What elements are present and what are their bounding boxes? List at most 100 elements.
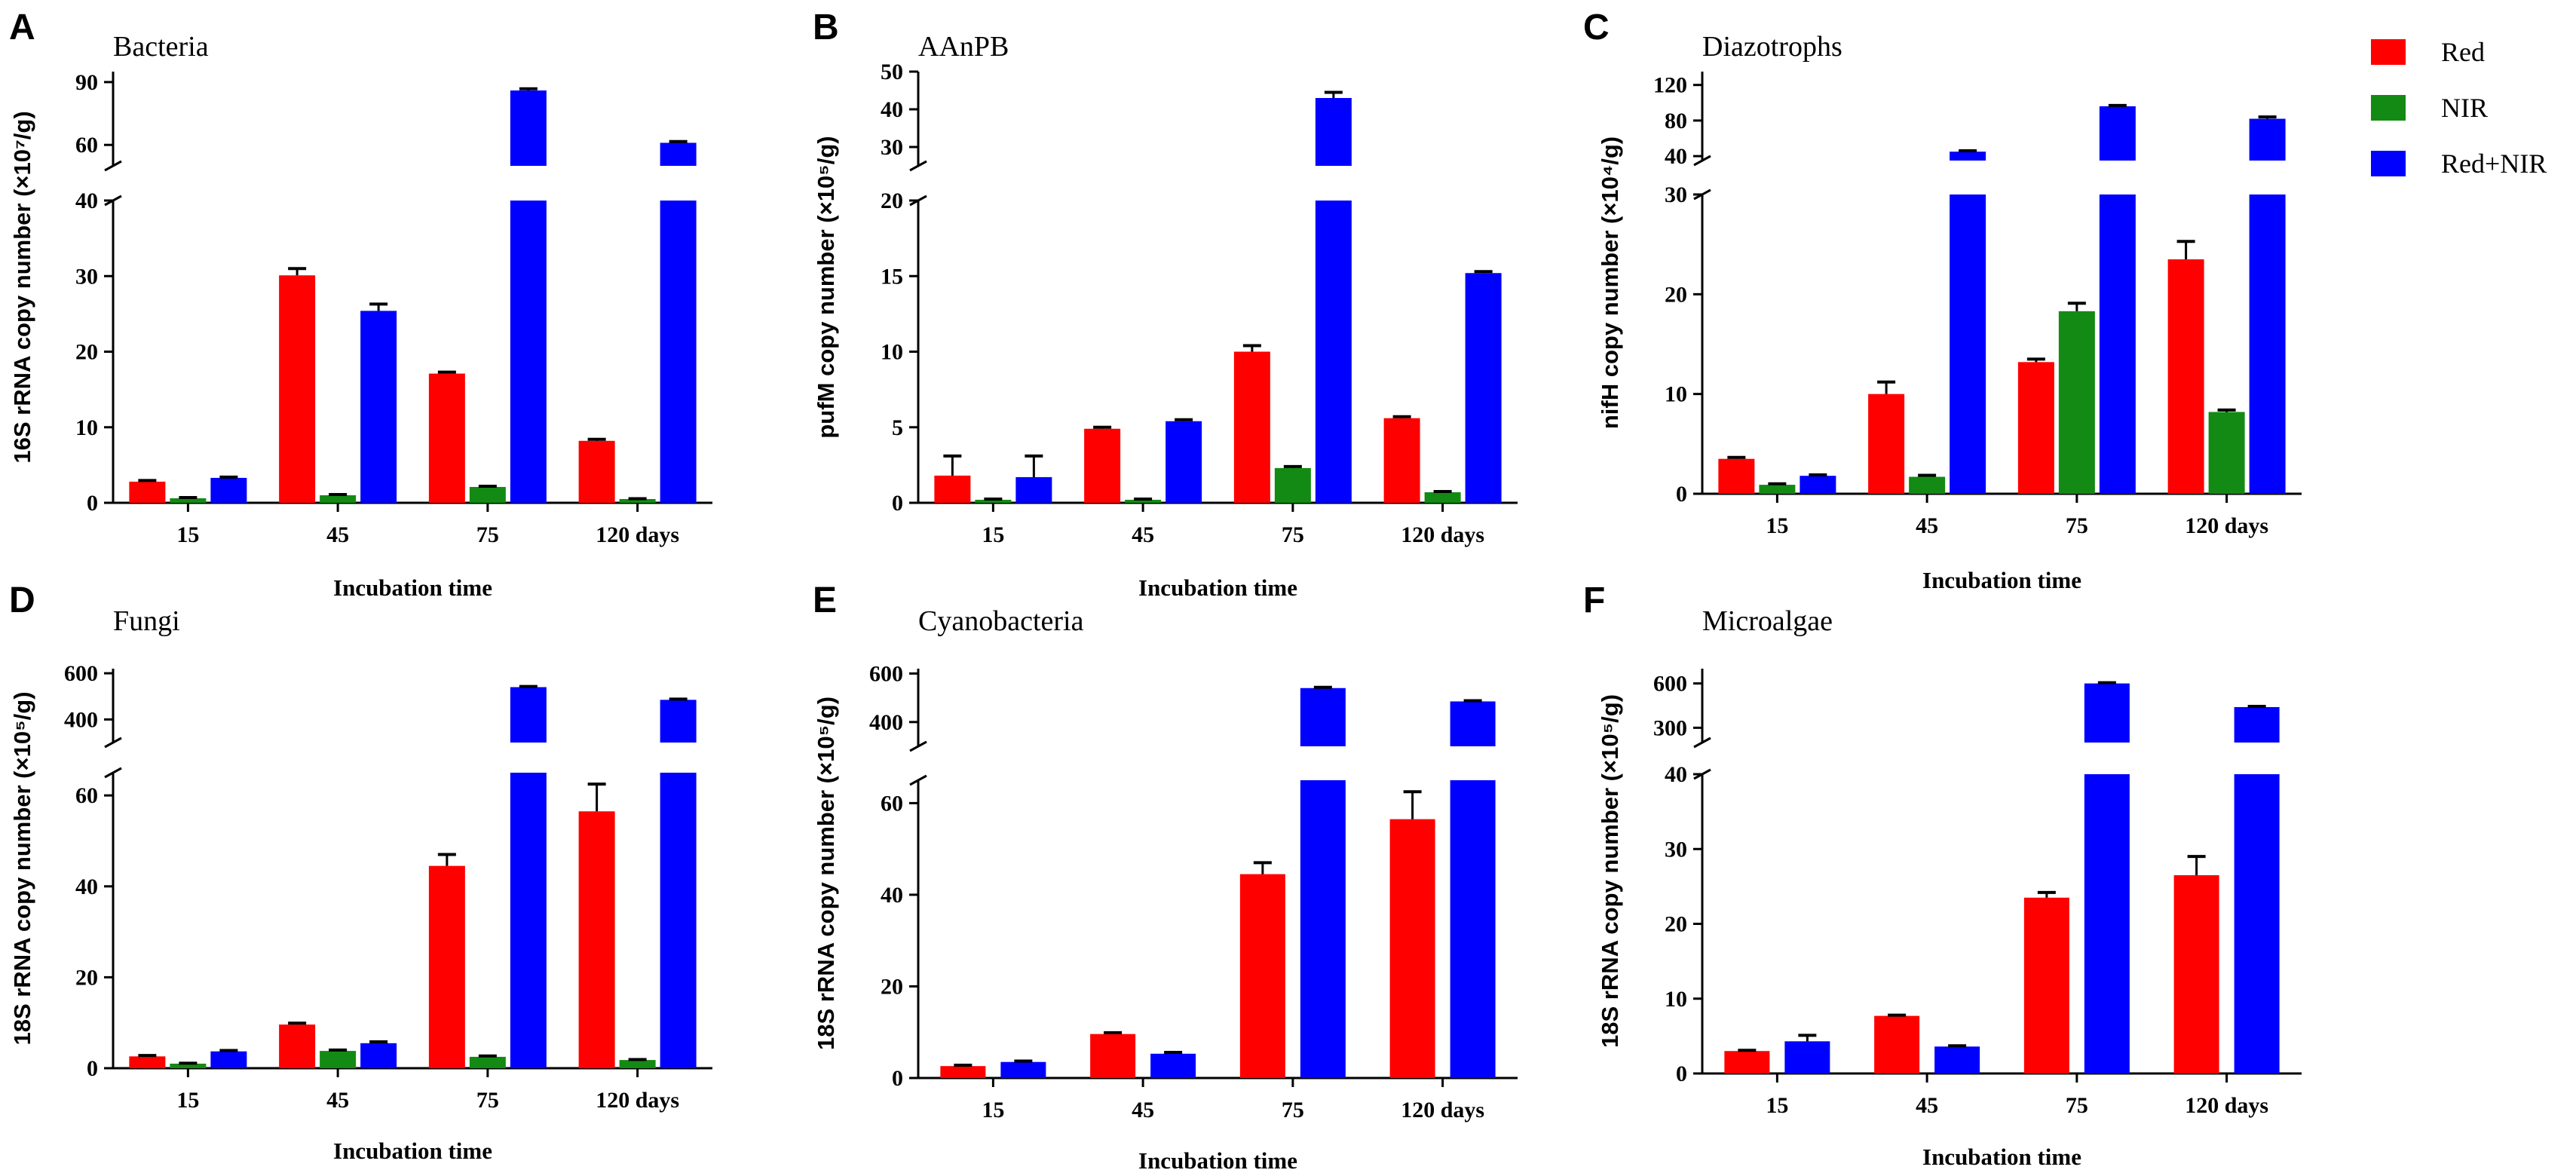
- panels: A Bacteria 0 10 20 30 40 60 90 15 45 75 120 days Incu…: [9, 8, 2302, 1174]
- legend-label-nir: NIR: [2441, 93, 2488, 123]
- y-tick-label: 10: [75, 415, 98, 440]
- bar-red-75: [428, 865, 465, 1068]
- axis-break-mark: [1693, 737, 1711, 749]
- bar-red-nir-120-days-lower: [2249, 194, 2286, 494]
- bar-red-15: [1724, 1051, 1770, 1073]
- x-tick-label: 75: [476, 522, 499, 547]
- y-tick-label: 0: [892, 491, 903, 516]
- bar-red-nir-75-lower: [2084, 774, 2130, 1073]
- bar-red-nir-15: [1000, 1061, 1046, 1078]
- bar-red-120-days: [2173, 874, 2219, 1073]
- x-tick-label: 45: [1916, 513, 1938, 538]
- bar-red-nir-15: [1800, 476, 1836, 494]
- x-axis-label: Incubation time: [1922, 1144, 2081, 1170]
- panel-label: A: [9, 8, 35, 47]
- x-tick-label: 120 days: [2185, 513, 2268, 538]
- bar-nir-120-days: [2208, 412, 2245, 494]
- bar-red-nir-45-lower: [1950, 194, 1986, 494]
- bar-red-120-days: [1383, 418, 1420, 503]
- y-tick-label: 30: [75, 264, 98, 289]
- bar-red-75: [428, 373, 465, 503]
- bar-red-75: [1233, 351, 1270, 503]
- y-tick-label: 30: [881, 135, 903, 160]
- bar-red-nir-120-days-upper: [660, 142, 697, 166]
- bar-red-nir-45: [360, 1043, 397, 1068]
- bar-nir-75: [1274, 467, 1311, 503]
- legend-swatch-nir: [2371, 95, 2406, 121]
- bar-red-nir-120-days-upper: [1450, 701, 1496, 746]
- bar-red-45: [279, 275, 316, 503]
- bar-nir-75: [2058, 311, 2095, 494]
- y-tick-label: 15: [881, 264, 903, 289]
- y-tick-label: 20: [1665, 282, 1687, 307]
- bar-nir-75: [469, 1056, 506, 1068]
- bar-red-75: [2017, 362, 2054, 494]
- x-tick-label: 75: [1282, 1098, 1304, 1122]
- chart-title: Bacteria: [113, 31, 209, 63]
- y-tick-label: 0: [1676, 482, 1687, 507]
- legend-swatch-red-nir: [2371, 151, 2406, 176]
- bar-red-nir-75-lower: [510, 773, 547, 1068]
- bar-red-15: [129, 481, 166, 503]
- y-tick-label: 40: [881, 97, 903, 122]
- x-tick-label: 120 days: [596, 522, 679, 547]
- bar-red-nir-120-days-upper: [2249, 118, 2286, 161]
- y-tick-label: 0: [1676, 1061, 1687, 1086]
- bar-red-nir-45: [360, 311, 397, 503]
- y-tick-label: 600: [1653, 672, 1687, 697]
- bar-red-15: [1718, 458, 1755, 494]
- panel-label: B: [813, 8, 839, 47]
- chart-title: Fungi: [113, 605, 180, 637]
- bar-red-nir-15: [210, 1051, 247, 1068]
- bar-nir-45: [320, 1051, 357, 1068]
- x-tick-label: 75: [1282, 522, 1304, 547]
- axis-break-mark: [909, 160, 927, 172]
- x-tick-label: 45: [326, 522, 349, 547]
- bar-red-nir-75-upper: [510, 687, 547, 743]
- bar-red-nir-75-lower: [1315, 201, 1352, 503]
- panel-f: F Microalgae 0 10 20 30 40 300 600 15 45 75 120 days…: [1583, 580, 2302, 1170]
- y-tick-label: 400: [64, 707, 98, 732]
- bar-nir-120-days: [1424, 492, 1461, 503]
- y-axis-label: pufM copy number (×10⁵/g): [813, 136, 839, 438]
- axis-break-mark: [104, 767, 122, 779]
- bar-red-75: [1239, 874, 1285, 1078]
- bar-red-nir-75-lower: [2099, 194, 2136, 494]
- y-tick-label: 0: [87, 1056, 98, 1081]
- panel-label: C: [1583, 8, 1610, 47]
- bar-red-nir-75-upper: [1315, 98, 1352, 166]
- x-axis-label: Incubation time: [1138, 574, 1297, 601]
- panel-label: E: [813, 580, 837, 620]
- legend-swatch-red: [2371, 39, 2406, 65]
- y-axis-label: 16S rRNA copy number (×10⁷/g): [9, 111, 35, 463]
- axis-break-mark: [909, 774, 927, 786]
- y-axis-label: 18S rRNA copy number (×10⁵/g): [813, 697, 839, 1050]
- bar-red-nir-75-upper: [2084, 683, 2130, 743]
- panel-label: D: [9, 580, 35, 620]
- x-tick-label: 15: [1766, 513, 1788, 538]
- x-tick-label: 15: [1766, 1093, 1788, 1118]
- y-axis-label: 18S rRNA copy number (×10⁵/g): [9, 691, 35, 1045]
- chart-title: Microalgae: [1702, 605, 1833, 637]
- bar-red-120-days: [578, 811, 615, 1068]
- bar-red-nir-45: [1934, 1046, 1980, 1073]
- x-tick-label: 45: [1132, 522, 1154, 547]
- x-tick-label: 75: [476, 1088, 499, 1113]
- bar-red-45: [279, 1024, 316, 1068]
- x-tick-label: 75: [2066, 1093, 2088, 1118]
- y-tick-label: 20: [881, 188, 903, 213]
- panel-b: B AAnPB 0 5 10 15 20 30 40 50 15 45 75 120 days Incuba…: [813, 8, 1518, 601]
- y-tick-label: 40: [1665, 762, 1687, 787]
- chart-title: AAnPB: [918, 31, 1009, 63]
- bar-red-45: [1868, 394, 1905, 494]
- y-tick-label: 400: [869, 710, 903, 735]
- bar-red-nir-15: [1784, 1041, 1830, 1073]
- bar-red-nir-15: [210, 477, 247, 503]
- y-tick-label: 20: [1665, 912, 1687, 937]
- bar-nir-15: [170, 498, 207, 503]
- panel-label: F: [1583, 580, 1605, 620]
- bar-red-120-days: [2167, 259, 2204, 494]
- bar-red-nir-75-upper: [510, 90, 547, 166]
- y-tick-label: 40: [881, 883, 903, 908]
- panel-d: D Fungi 0 20 40 60 400 600 15 45 75 120 days Incubat…: [9, 580, 712, 1164]
